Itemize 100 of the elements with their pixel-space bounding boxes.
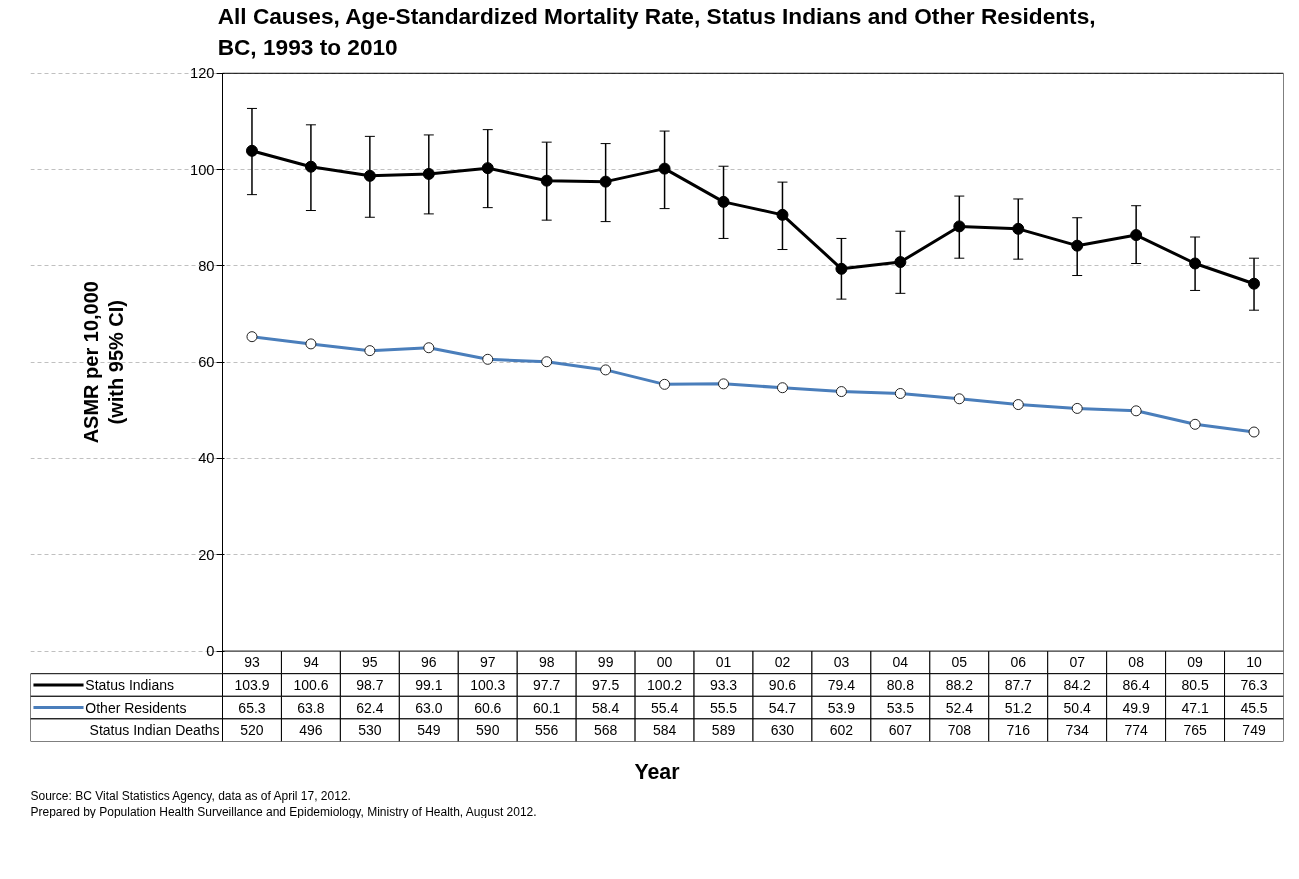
data-label: 103.9 <box>234 677 270 693</box>
data-label: 58.4 <box>592 699 620 716</box>
text: Prepared by Population Health Surveillance and Epidemiology, Ministry of Health, August 2012. <box>30 804 537 819</box>
x-tick-label: 99 <box>597 654 614 671</box>
data-label: 60.6 <box>474 699 502 716</box>
point <box>245 144 258 157</box>
x-tick-label: 07 <box>1069 654 1086 671</box>
text: 589 <box>711 722 736 739</box>
point <box>894 256 907 269</box>
text: 716 <box>1006 722 1031 739</box>
text: 590 <box>476 722 500 739</box>
x-tick-label: 96 <box>421 654 437 671</box>
text: 602 <box>829 722 854 739</box>
text: 530 <box>358 722 382 739</box>
data-label: 49.9 <box>1122 699 1150 716</box>
point <box>1071 239 1084 252</box>
x-axis-title: Year <box>634 759 680 784</box>
data-label: 54.7 <box>768 699 797 716</box>
text: 774 <box>1124 722 1149 739</box>
data-label: 52.4 <box>945 699 974 716</box>
text: 630 <box>770 722 795 739</box>
data-label: 51.2 <box>1004 699 1033 716</box>
data-label: 84.2 <box>1063 677 1092 693</box>
x-tick-label: 98 <box>538 654 555 671</box>
y-tick-label: 40 <box>198 450 215 467</box>
y-tick-label: 100 <box>190 161 215 178</box>
x-tick-label: 03 <box>833 654 850 671</box>
data-label: 63.8 <box>297 699 325 716</box>
data-label: 53.9 <box>827 699 856 716</box>
data-label: 65.3 <box>238 699 266 716</box>
y-tick-label: 60 <box>198 354 215 371</box>
source-note: Source: BC Vital Statistics Agency, data as of April 17, 2012. <box>30 788 351 803</box>
text: 520 <box>240 722 264 739</box>
data-label: 90.6 <box>768 677 797 693</box>
data-label: 86.4 <box>1122 677 1150 693</box>
text: 568 <box>593 722 618 739</box>
point <box>599 175 612 188</box>
data-label: 55.5 <box>709 699 738 716</box>
y-tick-label: 20 <box>198 546 215 563</box>
point <box>481 162 494 175</box>
data-label: 87.7 <box>1004 677 1033 693</box>
x-tick-label: 01 <box>715 654 732 671</box>
data-label: 50.4 <box>1063 699 1092 716</box>
data-label: 97.7 <box>533 677 561 693</box>
data-label: 100.3 <box>470 677 506 693</box>
chart-title: All Causes, Age-Standardized Mortality Rate, Status Indians and Other Residents, BC, 1993 to 2010 <box>217 3 1096 61</box>
text: 765 <box>1183 722 1207 739</box>
x-tick-label: 08 <box>1128 654 1145 671</box>
text: 496 <box>299 722 323 739</box>
y-axis-title: ASMR per 10,000 (with 95% CI) <box>79 281 128 444</box>
x-tick-label: 05 <box>951 654 968 671</box>
data-label: 62.4 <box>356 699 384 716</box>
x-tick-label: 09 <box>1187 654 1204 671</box>
data-label: 55.4 <box>650 699 679 716</box>
legend-label: Other Residents <box>85 699 187 716</box>
text: 549 <box>417 722 441 739</box>
data-label: 63.0 <box>415 699 443 716</box>
data-label: 97.5 <box>592 677 620 693</box>
point <box>304 160 317 173</box>
data-label: 99.1 <box>415 677 443 693</box>
data-label: 76.3 <box>1240 677 1268 693</box>
point <box>1012 222 1025 235</box>
data-label: 47.1 <box>1181 699 1209 716</box>
data-label: 80.5 <box>1181 677 1209 693</box>
text: 584 <box>652 722 677 739</box>
data-label: 100.6 <box>293 677 329 693</box>
data-label: 80.8 <box>886 677 915 693</box>
point <box>540 174 553 187</box>
point <box>776 208 789 221</box>
point <box>422 167 435 180</box>
text: 734 <box>1065 722 1090 739</box>
text: 708 <box>947 722 972 739</box>
data-label: 93.3 <box>709 677 738 693</box>
x-tick-label: 94 <box>303 654 319 671</box>
point <box>953 220 966 233</box>
y-tick-label: 120 <box>190 65 215 82</box>
point <box>658 162 671 175</box>
x-tick-label: 93 <box>244 654 260 671</box>
point <box>1248 277 1261 290</box>
point <box>1130 229 1143 242</box>
text: 556 <box>535 722 559 739</box>
point <box>363 169 376 182</box>
data-label: 98.7 <box>356 677 384 693</box>
text: 749 <box>1242 722 1266 739</box>
x-tick-label: 06 <box>1010 654 1027 671</box>
x-tick-label: 00 <box>656 654 673 671</box>
data-label: 79.4 <box>827 677 856 693</box>
x-tick-label: 95 <box>362 654 378 671</box>
x-tick-label: 04 <box>892 654 909 671</box>
data-label: 45.5 <box>1240 699 1268 716</box>
data-label: 60.1 <box>533 699 561 716</box>
data-label: 53.5 <box>886 699 915 716</box>
point <box>835 262 848 275</box>
x-tick-label: 97 <box>479 654 496 671</box>
x-tick-label: 02 <box>774 654 791 671</box>
data-label: 100.2 <box>647 677 683 693</box>
point <box>717 195 730 208</box>
legend-label: Status Indians <box>85 677 175 693</box>
data-label: 88.2 <box>945 677 974 693</box>
text: Status Indian Deaths <box>89 722 220 739</box>
